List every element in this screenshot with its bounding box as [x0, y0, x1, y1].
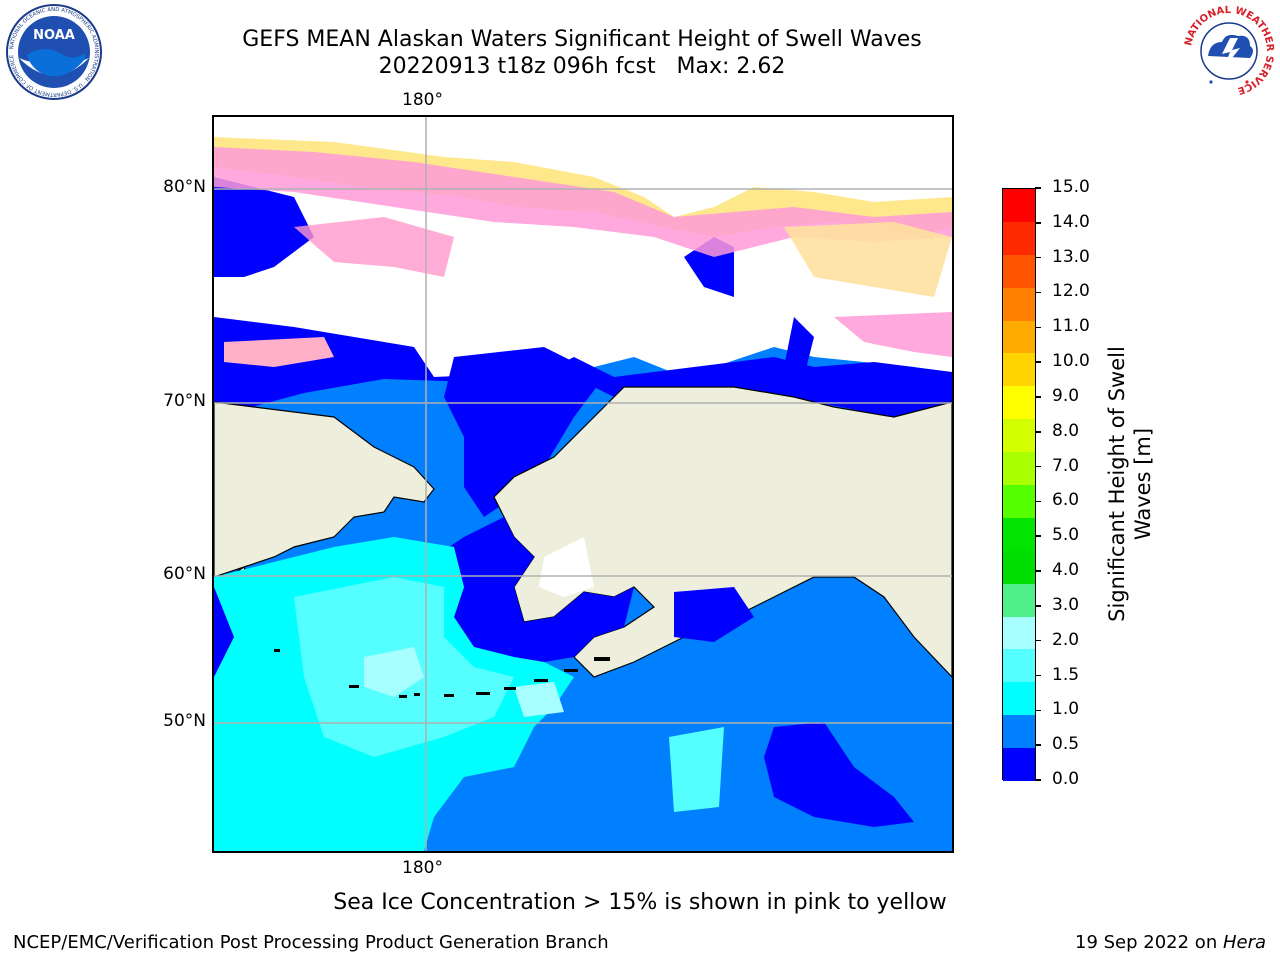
footer-date-text: 19 Sep 2022 on [1075, 932, 1223, 953]
colorbar-segment [1003, 517, 1035, 552]
norton-sound-nodata [539, 537, 594, 597]
colorbar-segment [1003, 452, 1035, 486]
colorbar-tick-label: 7.0 [1052, 455, 1080, 476]
map-svg [214, 117, 952, 851]
colorbar-tick-label: 1.0 [1052, 699, 1080, 720]
colorbar-segment [1003, 748, 1035, 782]
colorbar-tick-label: 14.0 [1052, 211, 1090, 232]
sea-ice-note: Sea Ice Concentration > 15% is shown in … [333, 890, 947, 915]
arctic-blue-west [214, 177, 314, 277]
colorbar-segment [1003, 189, 1035, 223]
colorbar-tick [1035, 361, 1041, 363]
colorbar-tick [1035, 674, 1041, 677]
colorbar-segment [1003, 254, 1035, 289]
kodiak-blue-patch [674, 587, 754, 642]
colorbar-segment [1003, 583, 1035, 618]
colorbar-tick-label: 6.0 [1052, 490, 1080, 511]
gulf-blue-patch [764, 722, 914, 827]
bering-blue [434, 517, 634, 662]
colorbar-tick [1035, 187, 1041, 189]
colorbar-segment [1003, 550, 1035, 585]
colorbar [1002, 188, 1036, 782]
land-siberia [214, 401, 435, 578]
noaa-logo: NOAA NATIONAL OCEANIC AND ATMOSPHERIC AD… [5, 3, 103, 101]
aleutian-islands [274, 649, 610, 698]
gulf-cyan-patch [669, 727, 724, 812]
sea-ice-band-pink [214, 147, 952, 257]
colorbar-segment [1003, 649, 1035, 683]
colorbar-tick-label: 1.5 [1052, 664, 1080, 685]
noaa-logo-text: NOAA [33, 28, 75, 43]
footer-date: 19 Sep 2022 on Hera [1075, 932, 1266, 953]
land-alaska-canada [493, 386, 952, 678]
kamchatka-blue-edge [214, 587, 234, 677]
colorbar-tick-label: 15.0 [1052, 177, 1090, 197]
colorbar-tick-label: 8.0 [1052, 420, 1080, 441]
colorbar-tick [1035, 744, 1041, 746]
colorbar-tick [1035, 396, 1041, 398]
sea-ice-patch-canada-2 [834, 312, 952, 357]
colorbar-tick [1035, 256, 1041, 259]
graticule [214, 117, 952, 851]
lon-label-top: 180° [402, 90, 443, 110]
map-panel [212, 115, 954, 853]
nws-logo: NATIONAL WEATHER SERVICE [1180, 2, 1278, 100]
colorbar-tick-label: 9.0 [1052, 385, 1080, 406]
colorbar-segment [1003, 221, 1035, 256]
lat-label-60n: 60°N [163, 564, 206, 584]
chart-title: GEFS MEAN Alaskan Waters Significant Hei… [242, 27, 922, 52]
colorbar-tick-label: 13.0 [1052, 246, 1090, 267]
colorbar-tick-label: 5.0 [1052, 525, 1080, 546]
colorbar-tick [1035, 709, 1041, 712]
chukchi-blue [444, 347, 604, 517]
aleutian-cyan-max [514, 682, 564, 717]
sea-ice-patch-canada [784, 222, 952, 297]
colorbar-segment [1003, 353, 1035, 387]
colorbar-tick-label: 3.0 [1052, 594, 1080, 615]
colorbar-tick [1035, 570, 1041, 572]
chart-subtitle: 20220913 t18z 096h fcst Max: 2.62 [378, 54, 786, 79]
lon-label-bottom: 180° [402, 858, 443, 878]
lat-label-50n: 50°N [163, 711, 206, 731]
colorbar-segment [1003, 287, 1035, 322]
lat-label-70n: 70°N [163, 391, 206, 411]
colorbar-tick-label: 0.0 [1052, 769, 1080, 789]
lat-label-80n: 80°N [163, 177, 206, 197]
colorbar-tick-label: 10.0 [1052, 351, 1090, 372]
bering-cyan-max [364, 647, 424, 697]
colorbar-tick-label: 0.5 [1052, 734, 1080, 755]
colorbar-segment [1003, 682, 1035, 716]
footer-host: Hera [1222, 932, 1266, 953]
colorbar-tick [1035, 535, 1041, 537]
colorbar-tick-label: 12.0 [1052, 281, 1090, 302]
colorbar-segment [1003, 616, 1035, 650]
colorbar-tick [1035, 291, 1041, 294]
colorbar-segment [1003, 419, 1035, 453]
colorbar-tick [1035, 639, 1041, 642]
colorbar-segment [1003, 485, 1035, 519]
colorbar-tick-label: 4.0 [1052, 560, 1080, 581]
colorbar-tick [1035, 465, 1041, 468]
sea-ice-patch-east-siberian [224, 337, 334, 367]
colorbar-tick-label: 11.0 [1052, 316, 1090, 337]
colorbar-tick [1035, 431, 1041, 433]
beaufort-blue-patch-2 [784, 317, 814, 377]
footer-branch: NCEP/EMC/Verification Post Processing Pr… [13, 932, 609, 953]
colorbar-tick [1035, 605, 1041, 607]
colorbar-tick-label: 2.0 [1052, 629, 1080, 650]
colorbar-segment [1003, 386, 1035, 420]
colorbar-segment [1003, 715, 1035, 749]
colorbar-tick [1035, 326, 1041, 329]
sea-ice-patch-west [294, 217, 454, 277]
colorbar-segment [1003, 320, 1035, 354]
colorbar-title: Significant Height of Swell Waves [m] [1105, 346, 1155, 622]
colorbar-tick [1035, 779, 1041, 781]
colorbar-tick [1035, 222, 1041, 224]
colorbar-tick [1035, 500, 1041, 503]
